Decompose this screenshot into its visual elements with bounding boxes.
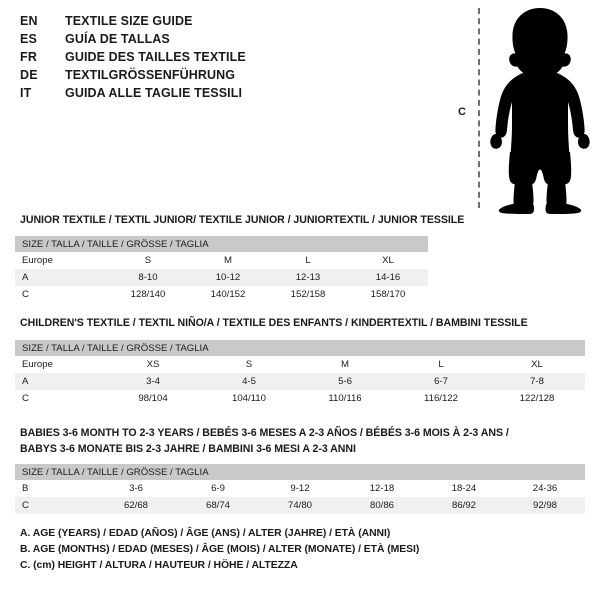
language-title: GUIDA ALLE TAGLIE TESSILI bbox=[65, 86, 243, 100]
cell: M bbox=[188, 252, 268, 269]
cell: 12-13 bbox=[268, 269, 348, 286]
cell: 18-24 bbox=[423, 480, 505, 497]
language-row-fr: FR GUIDE DES TAILLES TEXTILE bbox=[20, 50, 246, 68]
cell: 86/92 bbox=[423, 497, 505, 514]
cell: 6-7 bbox=[393, 373, 489, 390]
size-band-label: SIZE / TALLA / TAILLE / GRÖSSE / TAGLIA bbox=[15, 340, 586, 356]
table-row: A 8-10 10-12 12-13 14-16 bbox=[15, 269, 429, 286]
legend-notes: A. AGE (YEARS) / EDAD (AÑOS) / ÂGE (ANS)… bbox=[20, 528, 419, 576]
row-label: Europe bbox=[15, 252, 108, 269]
table-row: B 3-6 6-9 9-12 12-18 18-24 24-36 bbox=[15, 480, 586, 497]
table-band-row: SIZE / TALLA / TAILLE / GRÖSSE / TAGLIA bbox=[15, 340, 586, 356]
table-band-row: SIZE / TALLA / TAILLE / GRÖSSE / TAGLIA bbox=[15, 236, 429, 252]
cell: 14-16 bbox=[348, 269, 429, 286]
legend-note-c: C. (cm) HEIGHT / ALTURA / HAUTEUR / HÖHE… bbox=[20, 560, 298, 571]
table-band-row: SIZE / TALLA / TAILLE / GRÖSSE / TAGLIA bbox=[15, 464, 586, 480]
cell: 3-4 bbox=[105, 373, 201, 390]
language-code: FR bbox=[20, 50, 38, 64]
cell: 5-6 bbox=[297, 373, 393, 390]
language-code: IT bbox=[20, 86, 32, 100]
row-label: A bbox=[15, 269, 108, 286]
cell: 9-12 bbox=[259, 480, 341, 497]
cell: 98/104 bbox=[105, 390, 201, 407]
legend-note-b: B. AGE (MONTHS) / EDAD (MESES) / ÂGE (MO… bbox=[20, 544, 420, 555]
cell: 80/86 bbox=[341, 497, 423, 514]
cell: L bbox=[268, 252, 348, 269]
row-label: B bbox=[15, 480, 95, 497]
cell: 7-8 bbox=[489, 373, 586, 390]
row-label: A bbox=[15, 373, 105, 390]
cell: 68/74 bbox=[177, 497, 259, 514]
cell: 8-10 bbox=[108, 269, 188, 286]
cell: 92/98 bbox=[505, 497, 586, 514]
table-row: Europe XS S M L XL bbox=[15, 356, 586, 373]
cell: S bbox=[108, 252, 188, 269]
cell: XS bbox=[105, 356, 201, 373]
language-code: EN bbox=[20, 14, 38, 28]
cell: 10-12 bbox=[188, 269, 268, 286]
children-size-table: SIZE / TALLA / TAILLE / GRÖSSE / TAGLIA … bbox=[15, 340, 586, 407]
cell: S bbox=[201, 356, 297, 373]
junior-size-table: SIZE / TALLA / TAILLE / GRÖSSE / TAGLIA … bbox=[15, 236, 429, 303]
language-row-de: DE TEXTILGRÖSSENFÜHRUNG bbox=[20, 68, 246, 86]
cell: XL bbox=[348, 252, 429, 269]
cell: 6-9 bbox=[177, 480, 259, 497]
language-code: ES bbox=[20, 32, 38, 46]
row-label: C bbox=[15, 286, 108, 303]
cell: 4-5 bbox=[201, 373, 297, 390]
cell: 152/158 bbox=[268, 286, 348, 303]
table-row: C 62/68 68/74 74/80 80/86 86/92 92/98 bbox=[15, 497, 586, 514]
table-row: Europe S M L XL bbox=[15, 252, 429, 269]
height-measure-line bbox=[478, 8, 480, 208]
table-row: C 128/140 140/152 152/158 158/170 bbox=[15, 286, 429, 303]
babies-table-title-line1: BABIES 3-6 MONTH TO 2-3 YEARS / BEBÉS 3-… bbox=[20, 427, 509, 439]
cell: 24-36 bbox=[505, 480, 586, 497]
language-row-es: ES GUÍA DE TALLAS bbox=[20, 32, 246, 50]
cell: 74/80 bbox=[259, 497, 341, 514]
cell: 122/128 bbox=[489, 390, 586, 407]
language-code: DE bbox=[20, 68, 38, 82]
cell: 116/122 bbox=[393, 390, 489, 407]
size-band-label: SIZE / TALLA / TAILLE / GRÖSSE / TAGLIA bbox=[15, 236, 429, 252]
row-label: C bbox=[15, 390, 105, 407]
cell: 3-6 bbox=[95, 480, 177, 497]
cell: 110/116 bbox=[297, 390, 393, 407]
cell: 158/170 bbox=[348, 286, 429, 303]
language-row-it: IT GUIDA ALLE TAGLIE TESSILI bbox=[20, 86, 246, 104]
cell: 104/110 bbox=[201, 390, 297, 407]
language-title: TEXTILGRÖSSENFÜHRUNG bbox=[65, 68, 236, 82]
row-label: C bbox=[15, 497, 95, 514]
size-band-label: SIZE / TALLA / TAILLE / GRÖSSE / TAGLIA bbox=[15, 464, 586, 480]
legend-note-a: A. AGE (YEARS) / EDAD (AÑOS) / ÂGE (ANS)… bbox=[20, 528, 391, 539]
table-row: A 3-4 4-5 5-6 6-7 7-8 bbox=[15, 373, 586, 390]
babies-table-title-line2: BABYS 3-6 MONATE BIS 2-3 JAHRE / BAMBINI… bbox=[20, 443, 356, 455]
babies-size-table: SIZE / TALLA / TAILLE / GRÖSSE / TAGLIA … bbox=[15, 464, 586, 514]
cell: XL bbox=[489, 356, 586, 373]
language-title: TEXTILE SIZE GUIDE bbox=[65, 14, 193, 28]
children-table-title: CHILDREN'S TEXTILE / TEXTIL NIÑO/A / TEX… bbox=[20, 317, 528, 329]
cell: 128/140 bbox=[108, 286, 188, 303]
language-title: GUÍA DE TALLAS bbox=[65, 32, 170, 46]
language-title: GUIDE DES TAILLES TEXTILE bbox=[65, 50, 246, 64]
cell: 140/152 bbox=[188, 286, 268, 303]
cell: L bbox=[393, 356, 489, 373]
cell: 62/68 bbox=[95, 497, 177, 514]
junior-table-title: JUNIOR TEXTILE / TEXTIL JUNIOR/ TEXTILE … bbox=[20, 214, 465, 226]
height-measure-label: C bbox=[458, 106, 466, 118]
cell: 12-18 bbox=[341, 480, 423, 497]
row-label: Europe bbox=[15, 356, 105, 373]
table-row: C 98/104 104/110 110/116 116/122 122/128 bbox=[15, 390, 586, 407]
height-figure: C bbox=[440, 2, 600, 214]
language-header: EN TEXTILE SIZE GUIDE ES GUÍA DE TALLAS … bbox=[20, 14, 246, 104]
language-row-en: EN TEXTILE SIZE GUIDE bbox=[20, 14, 246, 32]
toddler-silhouette-icon bbox=[490, 8, 590, 214]
cell: M bbox=[297, 356, 393, 373]
